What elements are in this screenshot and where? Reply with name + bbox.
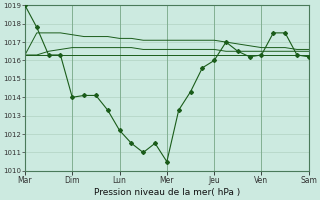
X-axis label: Pression niveau de la mer( hPa ): Pression niveau de la mer( hPa ) — [94, 188, 240, 197]
